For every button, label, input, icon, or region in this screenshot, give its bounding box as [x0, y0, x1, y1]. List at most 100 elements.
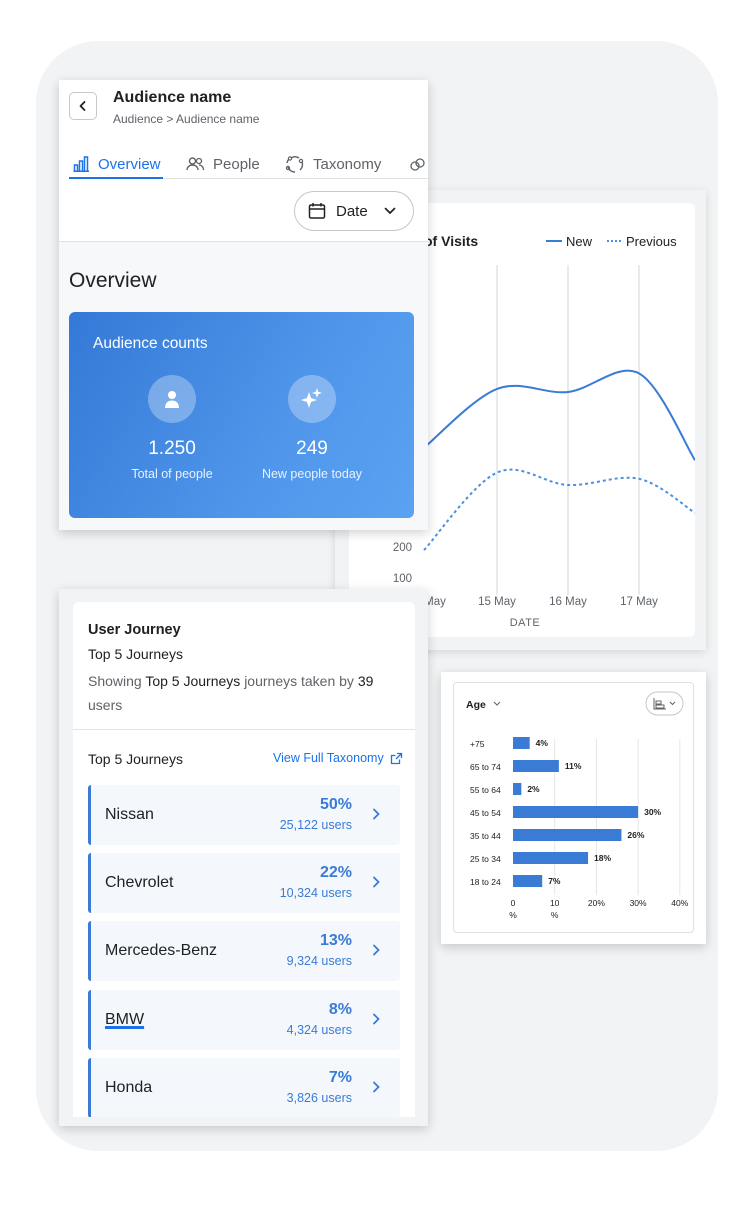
chart-title: of Visits	[424, 233, 478, 249]
chevron-right-icon	[373, 1013, 380, 1025]
breadcrumb: Audience > Audience name	[113, 112, 260, 126]
x-tick-label: 10%	[550, 898, 560, 920]
journey-percent: 7%	[328, 1069, 352, 1086]
bar-chart-icon	[73, 156, 89, 172]
chevron-right-icon	[373, 808, 380, 820]
legend-new-label: New	[566, 234, 593, 249]
visits-line-chart: of Visits New Previous 200 100 May 15 May 16 Ma…	[393, 233, 695, 629]
tab-label: Taxonomy	[313, 155, 382, 173]
y-category-label: 45 to 54	[470, 808, 501, 818]
x-tick-label: 30%	[630, 898, 647, 908]
view-full-taxonomy-link[interactable]: View Full Taxonomy	[273, 751, 403, 765]
tab-taxonomy[interactable]: Taxonomy	[285, 150, 381, 178]
journey-percent: 8%	[328, 1001, 352, 1018]
chevron-down-icon	[384, 207, 396, 215]
journey-name: BMW	[105, 1011, 145, 1028]
journey-name: Mercedes-Benz	[105, 942, 218, 959]
age-bar-chart: Age +75 4% 65 to 74 11% 55 to 64 2% 45 to 54 30%…	[466, 691, 689, 920]
bar	[513, 737, 530, 749]
taxonomy-icon	[285, 156, 304, 173]
page-title: Audience name	[113, 89, 232, 106]
active-tab-indicator	[69, 177, 163, 179]
journey-item-bmw[interactable]: BMW 8% 4,324 users	[88, 990, 400, 1050]
journey-users: 25,122 users	[279, 818, 352, 832]
journey-item-mercedes-benz[interactable]: Mercedes-Benz 13% 9,324 users	[88, 921, 400, 981]
bar	[513, 829, 622, 841]
y-category-label: 35 to 44	[470, 831, 501, 841]
series-previous-line	[423, 468, 695, 551]
journey-users: 3,826 users	[286, 1091, 352, 1105]
people-icon	[186, 157, 205, 171]
tab-label: People	[213, 155, 260, 173]
journey-name: Nissan	[105, 806, 154, 823]
user-journey-card: User Journey Top 5 Journeys Showing Top …	[59, 589, 428, 1126]
journey-percent: 22%	[319, 864, 352, 881]
bar	[513, 852, 589, 864]
stat-new-people: 249 New people today	[242, 375, 382, 481]
x-tick-label: 20%	[588, 898, 605, 908]
bar-chart-icon	[653, 698, 666, 710]
stat-value: 249	[296, 438, 328, 459]
journey-list-title: Top 5 Journeys	[88, 751, 183, 767]
bar	[513, 783, 522, 795]
bar	[513, 760, 559, 772]
tab-more[interactable]	[409, 150, 428, 178]
chevron-down-icon	[669, 701, 676, 706]
tab-people[interactable]: People	[186, 150, 260, 178]
journey-users: 10,324 users	[279, 886, 352, 900]
journey-item-nissan[interactable]: Nissan 50% 25,122 users	[88, 785, 400, 845]
x-tick-label: 0%	[509, 898, 517, 920]
calendar-icon	[308, 203, 326, 219]
divider	[73, 729, 415, 730]
chevron-right-icon	[373, 944, 380, 956]
journey-users: 9,324 users	[286, 954, 352, 968]
y-category-label: 25 to 34	[470, 854, 501, 864]
overview-body: Overview Audience counts 1.250 Total of …	[59, 242, 428, 530]
section-heading: Overview	[69, 269, 157, 292]
chevron-left-icon	[79, 101, 86, 111]
stat-total-people: 1.250 Total of people	[102, 375, 242, 481]
x-tick-label: 17 May	[620, 596, 658, 608]
chevron-down-icon	[493, 701, 501, 706]
overview-header: Audience name Audience > Audience name O…	[59, 80, 428, 242]
external-link-icon	[390, 752, 402, 764]
bar-value-label: 18%	[594, 853, 611, 863]
x-tick-label: 40%	[671, 898, 688, 908]
x-axis-label: DATE	[510, 617, 541, 629]
journey-users: 4,324 users	[286, 1023, 352, 1037]
x-tick-label: 16 May	[549, 596, 587, 608]
date-filter-button[interactable]: Date	[294, 191, 414, 231]
journey-title: User Journey	[88, 622, 181, 638]
chevron-right-icon	[373, 876, 380, 888]
stat-value: 1.250	[148, 438, 196, 459]
link-icon	[410, 158, 425, 171]
audience-counts-panel: Audience counts 1.250 Total of people 24…	[69, 312, 414, 518]
journey-percent: 50%	[319, 796, 352, 813]
bar-value-label: 4%	[536, 738, 549, 748]
stat-label: Total of people	[131, 467, 213, 481]
y-category-label: +75	[470, 739, 485, 749]
bar-value-label: 2%	[527, 784, 540, 794]
bar-value-label: 11%	[565, 761, 582, 771]
journey-subtitle: Top 5 Journeys	[88, 646, 183, 662]
tab-label: Overview	[98, 155, 161, 173]
user-journey-panel: User Journey Top 5 Journeys Showing Top …	[73, 602, 415, 1117]
tab-overview[interactable]: Overview	[73, 150, 161, 178]
y-tick-label: 200	[393, 542, 412, 554]
overview-card: Audience name Audience > Audience name O…	[59, 80, 428, 530]
journey-name: Honda	[105, 1079, 153, 1096]
chevron-right-icon	[373, 1081, 380, 1093]
bar-value-label: 7%	[548, 876, 561, 886]
age-chart-panel: Age +75 4% 65 to 74 11% 55 to 64 2% 45 to 54 30%…	[453, 682, 694, 933]
back-button[interactable]	[69, 92, 97, 120]
journey-item-chevrolet[interactable]: Chevrolet 22% 10,324 users	[88, 853, 400, 913]
person-icon	[148, 375, 196, 423]
bar	[513, 806, 639, 818]
age-chart-card: Age +75 4% 65 to 74 11% 55 to 64 2% 45 to 54 30%…	[441, 672, 706, 944]
journey-item-honda[interactable]: Honda 7% 3,826 users	[88, 1058, 400, 1117]
date-filter-label: Date	[336, 202, 368, 220]
journey-percent: 13%	[319, 932, 352, 949]
chart-title: Age	[466, 699, 486, 711]
series-new-line	[423, 369, 695, 461]
audience-counts-title: Audience counts	[93, 335, 208, 352]
